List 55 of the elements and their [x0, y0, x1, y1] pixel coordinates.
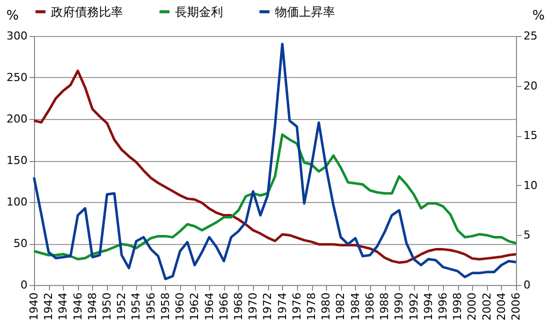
x-tick-label: 1952 — [115, 292, 128, 320]
x-tick-label: 1970 — [246, 292, 260, 320]
y-tick-label: 0 — [20, 278, 28, 292]
x-tick-label: 1990 — [392, 292, 406, 320]
x-tick-label: 1996 — [436, 292, 450, 320]
y-tick-label: 100 — [6, 196, 28, 208]
y2-tick-label: 15 — [524, 129, 538, 142]
y2-tick-label: 25 — [524, 30, 538, 42]
x-tick-label: 1972 — [261, 292, 274, 320]
x-tick-label: 1994 — [422, 292, 435, 320]
x-tick-label: 1978 — [305, 292, 318, 320]
x-tick-label: 1944 — [56, 292, 70, 320]
x-tick-label: 1986 — [363, 292, 376, 320]
y-tick-label: 150 — [6, 154, 28, 167]
x-tick-label: 1950 — [100, 292, 114, 320]
x-tick-label: 1992 — [407, 292, 420, 320]
x-tick-label: 1942 — [42, 292, 56, 320]
x-tick-label: 1980 — [320, 292, 333, 320]
y2-axis-title: % — [532, 8, 545, 24]
x-tick-label: 1956 — [144, 292, 158, 320]
x-tick-label: 1954 — [130, 292, 143, 320]
line-series — [32, 70, 518, 264]
y2-tick-label: 20 — [524, 79, 538, 92]
x-tick-label: 1962 — [188, 292, 202, 320]
legend-label: 物価上昇率 — [275, 4, 335, 19]
x-tick-label: 1982 — [334, 292, 348, 320]
x-tick-label: 1966 — [217, 292, 230, 320]
y-axis-title: % — [6, 8, 19, 24]
y-tick-label: 300 — [6, 30, 28, 42]
x-tick-label: 2004 — [494, 292, 508, 320]
line-series — [32, 42, 518, 280]
x-tick-label: 1968 — [232, 292, 245, 320]
x-tick-label: 1984 — [348, 292, 362, 320]
x-tick-label: 1960 — [174, 292, 187, 320]
x-tick-label: 1948 — [86, 292, 99, 320]
x-tick-label: 1958 — [158, 292, 172, 320]
y2-tick-label: 5 — [524, 228, 530, 242]
x-tick-label: 1998 — [451, 292, 464, 320]
x-tick-label: 2000 — [466, 292, 479, 320]
x-tick-label: 1974 — [276, 292, 289, 320]
y-tick-label: 50 — [14, 237, 28, 250]
line-series — [32, 133, 518, 260]
y2-tick-label: 0 — [524, 278, 530, 292]
x-tick-label: 2006 — [510, 292, 522, 320]
x-tick-label: 1964 — [202, 292, 216, 320]
x-tick-label: 1940 — [28, 292, 40, 320]
x-tick-label: 2002 — [480, 292, 494, 320]
y2-tick-label: 10 — [524, 178, 538, 192]
x-tick-label: 1976 — [290, 292, 304, 320]
y-tick-label: 200 — [6, 112, 28, 126]
y-tick-label: 250 — [6, 71, 28, 84]
x-tick-label: 1946 — [71, 292, 84, 320]
legend-label: 長期金利 — [175, 4, 223, 19]
x-tick-label: 1988 — [378, 292, 392, 320]
legend-label: 政府債務比率 — [51, 4, 123, 19]
